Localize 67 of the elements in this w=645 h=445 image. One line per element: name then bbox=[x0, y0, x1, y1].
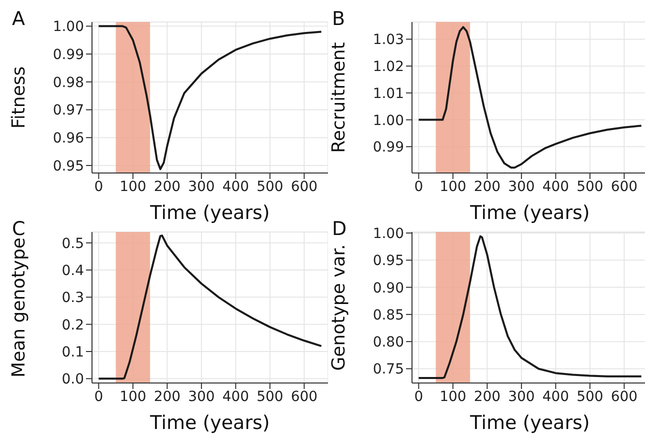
y-tick-label: 0.3 bbox=[62, 290, 84, 306]
x-tick-label: 300 bbox=[508, 388, 535, 405]
y-axis-title: Genotype var. bbox=[328, 244, 350, 371]
x-tick-label: 0 bbox=[94, 178, 104, 195]
y-tick-label: 1.00 bbox=[52, 19, 84, 36]
x-tick-label: 200 bbox=[474, 178, 501, 195]
x-tick-label: 600 bbox=[610, 178, 638, 195]
y-tick-label: 0.95 bbox=[372, 253, 404, 270]
line-series bbox=[98, 234, 322, 380]
y-tick-label: 0.5 bbox=[62, 236, 84, 252]
x-tick-label: 500 bbox=[256, 178, 284, 195]
y-tick-label: 0.95 bbox=[52, 158, 84, 174]
chart-title: A bbox=[12, 8, 25, 30]
x-axis-title: Time (years) bbox=[149, 202, 270, 224]
x-tick-label: 100 bbox=[120, 388, 146, 405]
y-tick-label: 0.99 bbox=[372, 140, 404, 156]
y-axis-title: Mean genotype bbox=[8, 238, 30, 378]
y-axis-title: Recruitment bbox=[328, 42, 350, 153]
chart-title: B bbox=[332, 8, 346, 30]
x-tick-label: 100 bbox=[440, 178, 466, 195]
x-tick-label: 300 bbox=[508, 178, 535, 195]
y-tick-label: 1.01 bbox=[372, 86, 404, 102]
y-tick-label: 0.1 bbox=[62, 344, 84, 360]
y-tick-label: 1.00 bbox=[372, 112, 404, 129]
x-tick-label: 500 bbox=[576, 178, 604, 195]
y-tick-label: 0.80 bbox=[372, 334, 404, 351]
x-tick-label: 400 bbox=[542, 178, 570, 195]
y-tick-label: 0.90 bbox=[372, 280, 404, 296]
x-tick-label: 400 bbox=[542, 388, 570, 405]
x-tick-label: 0 bbox=[414, 388, 424, 405]
x-tick-label: 500 bbox=[256, 388, 284, 405]
x-tick-label: 600 bbox=[290, 178, 318, 195]
line-series bbox=[418, 235, 642, 379]
x-tick-label: 500 bbox=[576, 388, 604, 405]
y-tick-label: 0.98 bbox=[52, 74, 84, 91]
y-tick-label: 0.0 bbox=[62, 372, 84, 388]
y-tick-label: 0.85 bbox=[372, 307, 404, 324]
x-axis-title: Time (years) bbox=[469, 412, 590, 434]
y-tick-label: 1.03 bbox=[372, 32, 404, 48]
y-tick-label: 0.4 bbox=[62, 262, 84, 279]
x-tick-label: 200 bbox=[154, 178, 181, 195]
x-axis-title: Time (years) bbox=[149, 412, 270, 434]
x-tick-label: 100 bbox=[120, 178, 146, 195]
y-tick-label: 1.00 bbox=[372, 226, 404, 242]
y-tick-label: 1.02 bbox=[372, 59, 404, 76]
y-tick-label: 0.75 bbox=[372, 362, 404, 378]
x-tick-label: 300 bbox=[188, 388, 215, 405]
x-tick-label: 0 bbox=[414, 178, 424, 195]
x-tick-label: 600 bbox=[610, 388, 638, 405]
x-tick-label: 300 bbox=[188, 178, 215, 195]
x-tick-label: 400 bbox=[222, 388, 250, 405]
x-tick-label: 100 bbox=[440, 388, 466, 405]
y-tick-label: 0.2 bbox=[62, 317, 84, 334]
y-tick-label: 0.97 bbox=[52, 102, 84, 119]
y-tick-label: 0.99 bbox=[52, 47, 84, 64]
x-tick-label: 200 bbox=[154, 388, 181, 405]
x-axis-title: Time (years) bbox=[469, 202, 590, 224]
y-tick-label: 0.96 bbox=[52, 130, 84, 147]
line-series bbox=[418, 26, 642, 169]
x-tick-label: 200 bbox=[474, 388, 501, 405]
chart-title: C bbox=[12, 218, 26, 240]
x-tick-label: 0 bbox=[94, 388, 104, 405]
y-axis-title: Fitness bbox=[8, 66, 30, 129]
line-series bbox=[98, 25, 322, 170]
x-tick-label: 600 bbox=[290, 388, 318, 405]
chart-title: D bbox=[332, 218, 347, 240]
x-tick-label: 400 bbox=[222, 178, 250, 195]
